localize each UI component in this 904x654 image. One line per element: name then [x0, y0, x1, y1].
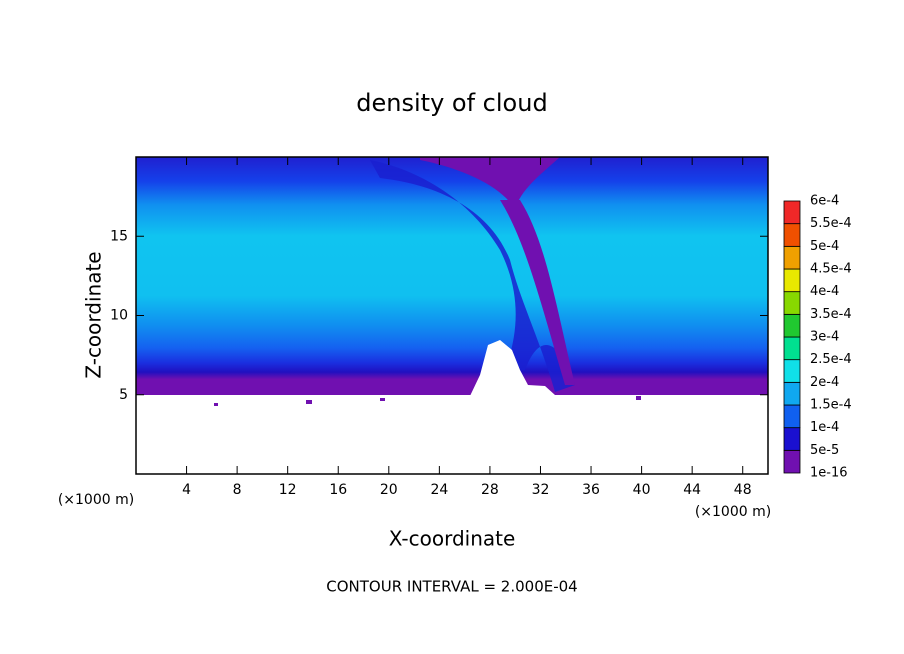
field-base — [136, 157, 768, 396]
x-tick-label: 32 — [532, 482, 550, 498]
x-tick-label: 24 — [430, 482, 448, 498]
colorbar-box — [783, 427, 801, 451]
colorbar-label: 5.5e-4 — [810, 216, 852, 231]
x-tick-label: 28 — [481, 482, 499, 498]
colorbar-label: 4e-4 — [810, 284, 839, 299]
x-unit-label: (×1000 m) — [695, 504, 771, 520]
footer-note: CONTOUR INTERVAL = 2.000E-04 — [326, 578, 577, 596]
colorbar-label: 3.5e-4 — [810, 307, 852, 322]
colorbar-box — [783, 404, 801, 429]
x-tick-label: 36 — [582, 482, 600, 498]
field-clear — [136, 395, 768, 475]
colorbar-label: 5e-4 — [810, 239, 839, 254]
colorbar-box — [783, 359, 801, 383]
x-tick-label: 44 — [683, 482, 701, 498]
plume — [370, 160, 575, 392]
x-tick-label: 16 — [329, 482, 347, 498]
colorbar-label: 5e-5 — [810, 443, 839, 458]
colorbar-box — [783, 336, 801, 361]
chart-title: density of cloud — [356, 89, 547, 117]
field-speck — [214, 403, 218, 406]
x-unit-label: (×1000 m) — [58, 492, 134, 508]
x-tick-label: 48 — [734, 482, 752, 498]
colorbar-label: 1.5e-4 — [810, 398, 852, 413]
contour-field — [136, 157, 768, 475]
colorbar-box — [783, 245, 801, 270]
colorbar-label: 6e-4 — [810, 194, 839, 209]
colorbar-box — [783, 200, 801, 225]
y-tick-label: 5 — [119, 387, 128, 403]
field-speck — [306, 400, 312, 404]
colorbar-label: 4.5e-4 — [810, 262, 852, 277]
colorbar-box — [783, 449, 801, 474]
colorbar-box — [783, 313, 801, 338]
y-tick-label: 15 — [110, 228, 128, 244]
colorbar-box — [783, 268, 801, 293]
colorbar-box — [783, 223, 801, 247]
x-tick-label: 20 — [380, 482, 398, 498]
field-speck — [380, 398, 385, 401]
y-tick-label: 10 — [110, 308, 128, 324]
plume-top — [420, 157, 560, 210]
field-speck — [636, 396, 641, 400]
colorbar-label: 2.5e-4 — [810, 352, 852, 367]
x-tick-label: 8 — [233, 482, 242, 498]
colorbar-box — [783, 381, 801, 406]
x-tick-label: 4 — [182, 482, 191, 498]
plume-edge — [500, 200, 575, 385]
field-gap — [470, 340, 555, 396]
x-tick-label: 40 — [633, 482, 651, 498]
colorbar-box — [783, 291, 801, 315]
colorbar-label: 2e-4 — [810, 375, 839, 390]
x-tick-label: 12 — [279, 482, 297, 498]
colorbar-label: 1e-4 — [810, 420, 839, 435]
y-axis-label: Z-coordinate — [82, 251, 106, 378]
colorbar-label: 3e-4 — [810, 330, 839, 345]
colorbar-label: 1e-16 — [810, 466, 848, 481]
x-axis-label: X-coordinate — [389, 527, 516, 551]
